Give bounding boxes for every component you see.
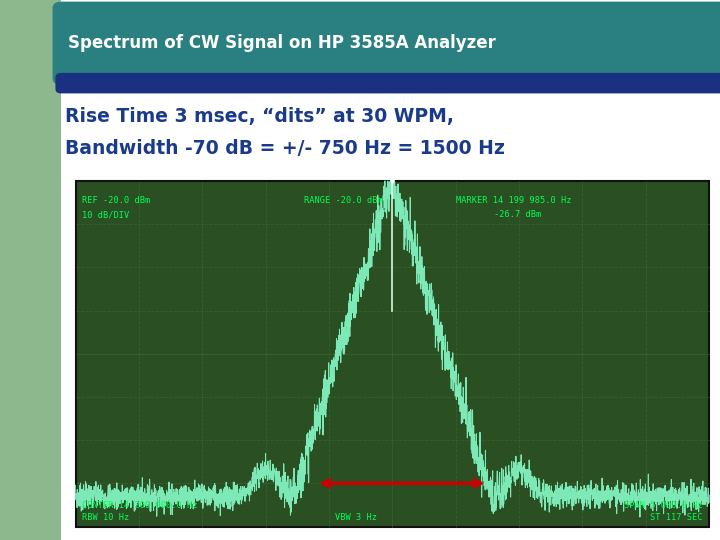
Text: -26.7 dBm: -26.7 dBm (494, 210, 541, 219)
FancyBboxPatch shape (55, 73, 720, 93)
Text: Spectrum of CW Signal on HP 3585A Analyzer: Spectrum of CW Signal on HP 3585A Analyz… (68, 34, 496, 52)
Bar (0, 0, 61, 540)
Text: MARKER 14 199 985.0 Hz: MARKER 14 199 985.0 Hz (456, 197, 571, 205)
Text: SPAN 5 000.0 Hz: SPAN 5 000.0 Hz (624, 501, 703, 510)
Text: VBW 3 Hz: VBW 3 Hz (336, 514, 377, 522)
Text: REF -20.0 dBm: REF -20.0 dBm (82, 197, 150, 205)
Bar (90, 77, 720, 89)
Text: 10 dB/DIV: 10 dB/DIV (82, 210, 129, 219)
Bar (90, 8, 720, 78)
Text: Rise Time 3 msec, “dits” at 30 WPM,: Rise Time 3 msec, “dits” at 30 WPM, (65, 106, 454, 126)
Text: CENTER 14 200 000.0 Hz: CENTER 14 200 000.0 Hz (82, 501, 197, 510)
Text: ST 117 SEC: ST 117 SEC (650, 514, 703, 522)
FancyBboxPatch shape (53, 2, 720, 85)
Text: RBW 10 Hz: RBW 10 Hz (82, 514, 129, 522)
Bar (76, 181, 709, 526)
Text: RANGE -20.0 dBm: RANGE -20.0 dBm (304, 197, 382, 205)
Text: Bandwidth -70 dB = +/- 750 Hz = 1500 Hz: Bandwidth -70 dB = +/- 750 Hz = 1500 Hz (65, 139, 505, 158)
